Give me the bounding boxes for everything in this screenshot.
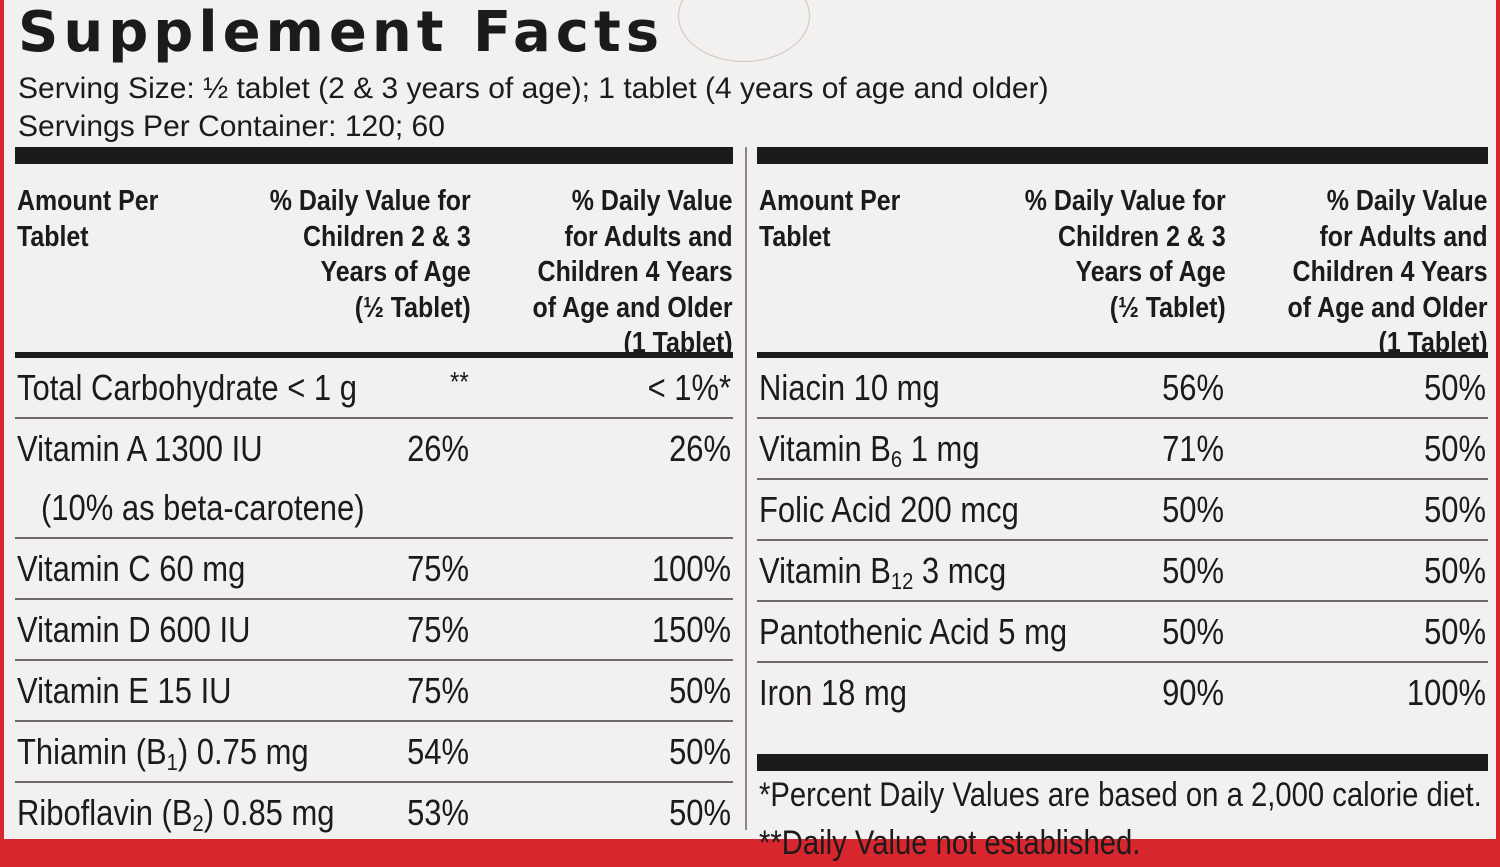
dv-children: 50% [1162,489,1224,530]
dv-adults: < 1%* [647,367,731,408]
nutrient-name: Total Carbohydrate < 1 g [17,367,357,408]
thick-rule [757,754,1488,771]
header-amount-per: Amount Per Tablet [759,185,901,253]
dv-children: 90% [1162,672,1224,713]
nutrient-row: Total Carbohydrate < 1 g ** < 1%* [15,358,733,419]
dv-children: 71% [1162,428,1224,469]
dv-children: 26% [407,428,469,469]
thick-rule [15,147,733,164]
thick-rule [757,147,1488,164]
nutrient-name: Vitamin B12 3 mcg [759,550,1007,594]
dv-children: ** [450,366,469,397]
header-amount-per: Amount Per Tablet [17,185,159,253]
dv-children: 56% [1162,367,1224,408]
nutrient-row: Vitamin E 15 IU 75% 50% [15,661,733,722]
column-header: Amount Per Tablet % Daily Value for Chil… [757,164,1488,359]
header-dv-children: % Daily Value for Children 2 & 3 Years o… [1025,185,1226,324]
dv-children: 50% [1162,611,1224,652]
nutrient-row: Riboflavin (B2) 0.85 mg 53% 50% [15,783,733,842]
nutrient-row: Vitamin B12 3 mcg 50% 50% [757,541,1488,602]
dv-children: 75% [407,548,469,589]
nutrient-row: Vitamin D 600 IU 75% 150% [15,600,733,661]
dv-adults: 50% [1424,367,1486,408]
nutrient-name: Vitamin D 600 IU [17,609,251,650]
serving-size: Serving Size: ½ tablet (2 & 3 years of a… [18,72,1049,105]
dv-adults: 50% [1424,489,1486,530]
decorative-ring [678,0,810,62]
dv-adults: 50% [1424,611,1486,652]
nutrient-note-row: (10% as beta-carotene) [15,478,733,539]
nutrient-name: Pantothenic Acid 5 mg [759,611,1068,652]
nutrient-note: (10% as beta-carotene) [41,487,365,528]
nutrient-name: Vitamin A 1300 IU [17,428,263,469]
dv-adults: 50% [669,792,731,833]
nutrient-name: Iron 18 mg [759,672,908,713]
nutrient-name: Vitamin C 60 mg [17,548,246,589]
column-divider [745,147,747,830]
nutrient-name: Vitamin B6 1 mg [759,428,980,472]
footnote-percent-dv: *Percent Daily Values are based on a 2,0… [759,776,1482,814]
dv-adults: 150% [651,609,731,650]
column-header: Amount Per Tablet % Daily Value for Chil… [15,164,733,359]
header-dv-adults: % Daily Value for Adults and Children 4 … [532,185,733,360]
nutrient-name: Vitamin E 15 IU [17,670,232,711]
supplement-facts-panel: Supplement Facts Serving Size: ½ tablet … [4,0,1496,862]
footnote-not-established: **Daily Value not established. [759,824,1141,862]
dv-adults: 50% [1424,550,1486,591]
nutrient-row: Thiamin (B1) 0.75 mg 54% 50% [15,722,733,783]
dv-adults: 26% [669,428,731,469]
nutrient-row: Niacin 10 mg 56% 50% [757,358,1488,419]
nutrient-row: Folic Acid 200 mcg 50% 50% [757,480,1488,541]
nutrient-row: Iron 18 mg 90% 100% [757,663,1488,722]
servings-per-container: Servings Per Container: 120; 60 [18,110,445,143]
dv-children: 54% [407,731,469,772]
header-rule [757,352,1488,358]
nutrient-row: Vitamin C 60 mg 75% 100% [15,539,733,600]
dv-adults: 50% [669,670,731,711]
nutrient-name: Niacin 10 mg [759,367,940,408]
nutrient-row: Pantothenic Acid 5 mg 50% 50% [757,602,1488,663]
header-rule [15,352,733,358]
dv-adults: 50% [669,731,731,772]
right-column: Amount Per Tablet % Daily Value for Chil… [757,147,1488,867]
dv-adults: 100% [1406,672,1486,713]
dv-children: 50% [1162,550,1224,591]
nutrient-name: Thiamin (B1) 0.75 mg [17,731,309,775]
dv-children: 75% [407,670,469,711]
dv-children: 53% [407,792,469,833]
nutrient-row: Vitamin A 1300 IU 26% 26% [15,419,733,478]
nutrient-name: Riboflavin (B2) 0.85 mg [17,792,335,836]
panel-title: Supplement Facts [18,0,665,65]
left-column: Amount Per Tablet % Daily Value for Chil… [15,147,733,842]
header-dv-adults: % Daily Value for Adults and Children 4 … [1287,185,1488,360]
nutrient-row: Vitamin B6 1 mg 71% 50% [757,419,1488,480]
dv-adults: 100% [651,548,731,589]
dv-children: 75% [407,609,469,650]
dv-adults: 50% [1424,428,1486,469]
nutrient-name: Folic Acid 200 mcg [759,489,1019,530]
header-dv-children: % Daily Value for Children 2 & 3 Years o… [270,185,471,324]
